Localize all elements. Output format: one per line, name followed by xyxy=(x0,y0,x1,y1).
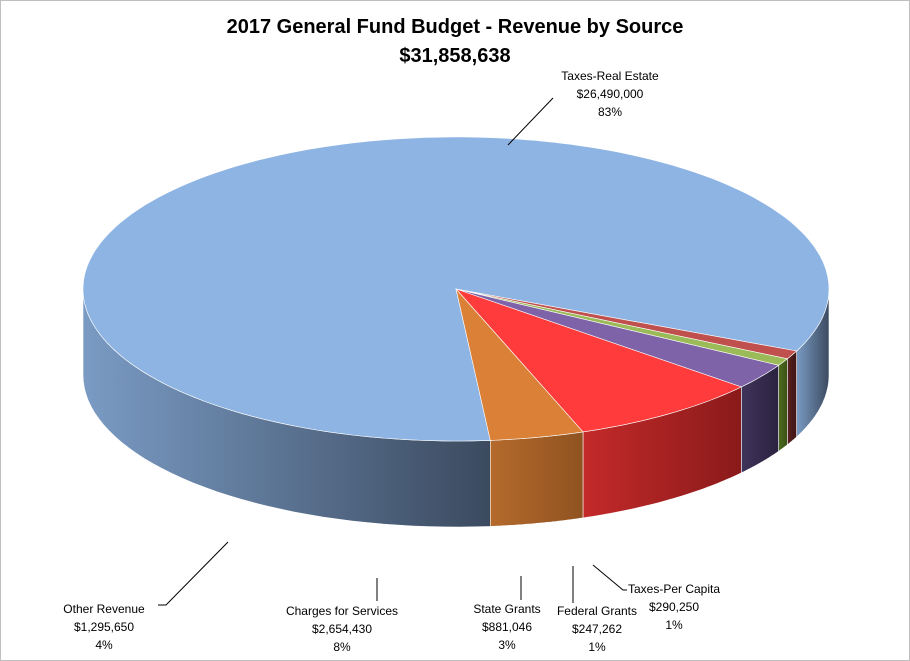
leader-line-taxes-real-estate xyxy=(507,97,554,146)
slice-label-other-revenue: Other Revenue $1,295,650 4% xyxy=(63,541,229,652)
pie-slice-state-grants xyxy=(455,288,780,388)
label-value-federal-grants: $247,262 xyxy=(572,622,622,636)
pie-side-federal-grants xyxy=(778,358,788,452)
leader-line-other-revenue xyxy=(158,541,229,606)
pie-slice-taxes-per-capita xyxy=(455,288,798,360)
pie-slice-federal-grants xyxy=(455,288,788,366)
pie-slice-charges-for-services xyxy=(455,288,743,433)
pie-side-other-revenue xyxy=(490,431,584,527)
label-percent-taxes-real-estate: 83% xyxy=(598,105,622,119)
pie-side-walls xyxy=(82,288,830,528)
label-value-state-grants: $881,046 xyxy=(482,620,532,634)
label-percent-taxes-per-capita: 1% xyxy=(665,618,683,632)
label-percent-state-grants: 3% xyxy=(498,638,516,652)
leader-line-taxes-per-capita xyxy=(592,564,627,591)
slice-label-taxes-real-estate: Taxes-Real Estate $26,490,000 83% xyxy=(507,69,659,146)
label-name-taxes-real-estate: Taxes-Real Estate xyxy=(561,69,659,83)
pie-side-taxes-per-capita xyxy=(787,350,797,446)
chart-title: 2017 General Fund Budget - Revenue by So… xyxy=(227,16,684,38)
pie-slice-other-revenue xyxy=(455,288,584,441)
label-percent-other-revenue: 4% xyxy=(95,638,113,652)
chart-subtitle: $31,858,638 xyxy=(399,45,510,67)
label-value-taxes-real-estate: $26,490,000 xyxy=(577,87,644,101)
label-value-other-revenue: $1,295,650 xyxy=(74,620,134,634)
slice-label-taxes-per-capita: Taxes-Per Capita $290,250 1% xyxy=(592,564,720,632)
label-name-taxes-per-capita: Taxes-Per Capita xyxy=(628,582,720,596)
slice-label-federal-grants: Federal Grants $247,262 1% xyxy=(557,566,637,654)
label-value-taxes-per-capita: $290,250 xyxy=(649,600,699,614)
label-name-other-revenue: Other Revenue xyxy=(63,602,145,616)
label-name-charges-for-services: Charges for Services xyxy=(286,604,398,618)
pie-top-faces xyxy=(82,136,830,442)
slice-label-charges-for-services: Charges for Services $2,654,430 8% xyxy=(286,578,398,654)
label-percent-charges-for-services: 8% xyxy=(333,640,351,654)
slice-label-state-grants: State Grants $881,046 3% xyxy=(473,576,541,652)
label-value-charges-for-services: $2,654,430 xyxy=(312,622,372,636)
label-percent-federal-grants: 1% xyxy=(588,640,606,654)
label-name-state-grants: State Grants xyxy=(473,602,540,616)
label-name-federal-grants: Federal Grants xyxy=(557,604,637,618)
